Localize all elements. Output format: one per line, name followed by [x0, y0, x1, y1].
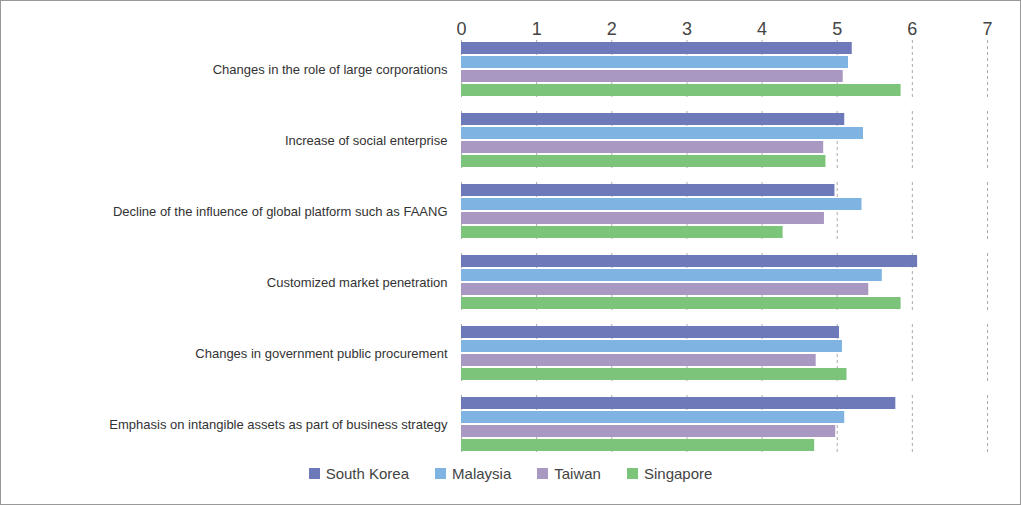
- svg-text:Customized market penetration: Customized market penetration: [267, 275, 448, 290]
- html-text:Singapore: Singapore: [644, 465, 713, 482]
- svg-text:3: 3: [682, 19, 692, 39]
- svg-text:Changes in government public p: Changes in government public procurement: [195, 346, 448, 361]
- svg-text:Emphasis on intangible assets: Emphasis on intangible assets as part of…: [109, 417, 448, 432]
- svg-text:Changes in the role of large c: Changes in the role of large corporation…: [213, 62, 448, 77]
- svg-text:5: 5: [832, 19, 842, 39]
- svg-text:1: 1: [532, 19, 542, 39]
- svg-text:4: 4: [757, 19, 767, 39]
- svg-text:Increase of social enterprise: Increase of social enterprise: [285, 133, 448, 148]
- svg-text:2: 2: [607, 19, 617, 39]
- svg-text:0: 0: [456, 19, 466, 39]
- html-text:South Korea: South Korea: [325, 465, 410, 482]
- html-text:Malaysia: Malaysia: [452, 465, 512, 482]
- svg-text:7: 7: [982, 19, 992, 39]
- html-text:Taiwan: Taiwan: [554, 465, 601, 482]
- svg-text:Decline of the influence of gl: Decline of the influence of global platf…: [113, 204, 448, 219]
- svg-text:6: 6: [907, 19, 917, 39]
